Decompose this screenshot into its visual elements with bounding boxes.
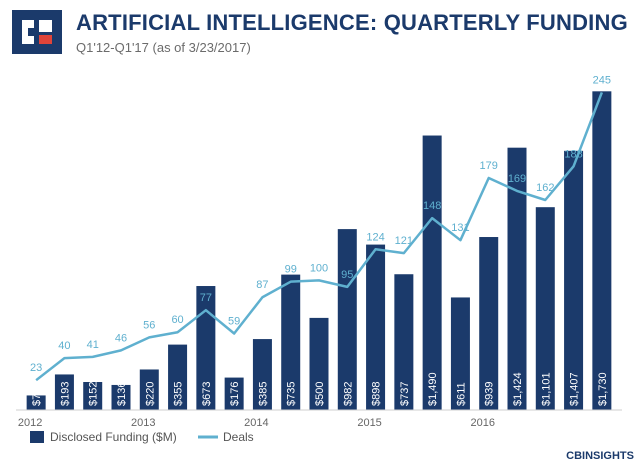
funding-bar-label: $898 [371,382,383,406]
x-tick-label: 2015 [357,417,381,429]
funding-bar [139,369,159,410]
funding-bar-label: $1,730 [597,372,609,406]
deals-line [35,91,604,382]
deals-point-label: 40 [58,340,70,352]
x-tick-label: 2016 [470,417,494,429]
funding-bar-label: $355 [173,382,185,406]
funding-bar-label: $500 [314,382,326,406]
page-subtitle: Q1'12-Q1'17 (as of 3/23/2017) [76,40,251,55]
deals-point-label: 188 [564,148,582,160]
x-tick-label: 2014 [244,417,268,429]
deals-point-label: 56 [143,319,155,331]
funding-bar [54,374,74,410]
funding-bar-label: $385 [257,382,269,406]
deals-point-label: 131 [451,222,469,234]
funding-bar-label: $1,101 [540,372,552,406]
funding-bar [507,147,527,410]
funding-bar-label: $79 [31,388,43,406]
deals-point-label: 99 [285,264,297,276]
deals-point-label: 121 [395,235,413,247]
deals-point-label: 60 [171,314,183,326]
x-tick-label: 2012 [18,417,42,429]
legend-label-funding: Disclosed Funding ($M) [50,430,177,444]
funding-bar-label: $193 [59,382,71,406]
deals-point-label: 148 [423,200,441,212]
funding-bar [564,150,584,410]
funding-bar [26,395,46,410]
funding-bar-label: $1,490 [427,372,439,406]
funding-bar [224,377,244,410]
page-title: ARTIFICIAL INTELLIGENCE: QUARTERLY FUNDI… [76,10,628,35]
funding-bar [168,344,188,410]
funding-bar-label: $1,424 [512,372,524,406]
funding-bar [479,237,499,410]
funding-bar [309,317,329,410]
funding-bar [111,384,131,410]
funding-bar-label: $735 [286,382,298,406]
source-credit: CBINSIGHTS [566,450,634,462]
funding-bar-label: $673 [201,382,213,406]
funding-bar-label: $220 [144,382,156,406]
funding-bar-label: $176 [229,382,241,406]
funding-bar [366,244,386,410]
funding-bar [281,274,301,410]
funding-bar [535,207,555,410]
deals-point-label: 87 [256,279,268,291]
funding-bar [252,339,272,410]
funding-bar-label: $136 [116,382,128,406]
funding-bar-label: $982 [342,382,354,406]
legend-label-deals: Deals [223,430,254,444]
deals-point-label: 124 [366,231,384,243]
deals-point-label: 77 [200,292,212,304]
deals-point-label: 23 [30,362,42,374]
funding-bar-label: $152 [88,382,100,406]
funding-bar [394,274,414,410]
deals-point-label: 245 [593,74,611,86]
deals-point-label: 169 [508,173,526,185]
deals-point-label: 179 [480,160,498,172]
cbinsights-logo [12,10,62,54]
funding-bar [83,382,103,410]
deals-point-label: 41 [87,339,99,351]
funding-bar [337,229,357,410]
deals-point-label: 100 [310,262,328,274]
funding-bar [422,135,442,411]
deals-point-label: 95 [341,269,353,281]
deals-point-label: 46 [115,332,127,344]
funding-bar-label: $1,407 [569,372,581,406]
legend-swatch-funding [30,431,44,443]
funding-bar-label: $939 [484,382,496,406]
x-tick-label: 2013 [131,417,155,429]
funding-bar-label: $737 [399,382,411,406]
deals-point-label: 59 [228,316,240,328]
funding-bar [450,297,470,410]
deals-point-label: 162 [536,182,554,194]
funding-bar-label: $611 [455,382,467,406]
funding-bar [592,91,612,410]
funding-bar [196,286,216,410]
